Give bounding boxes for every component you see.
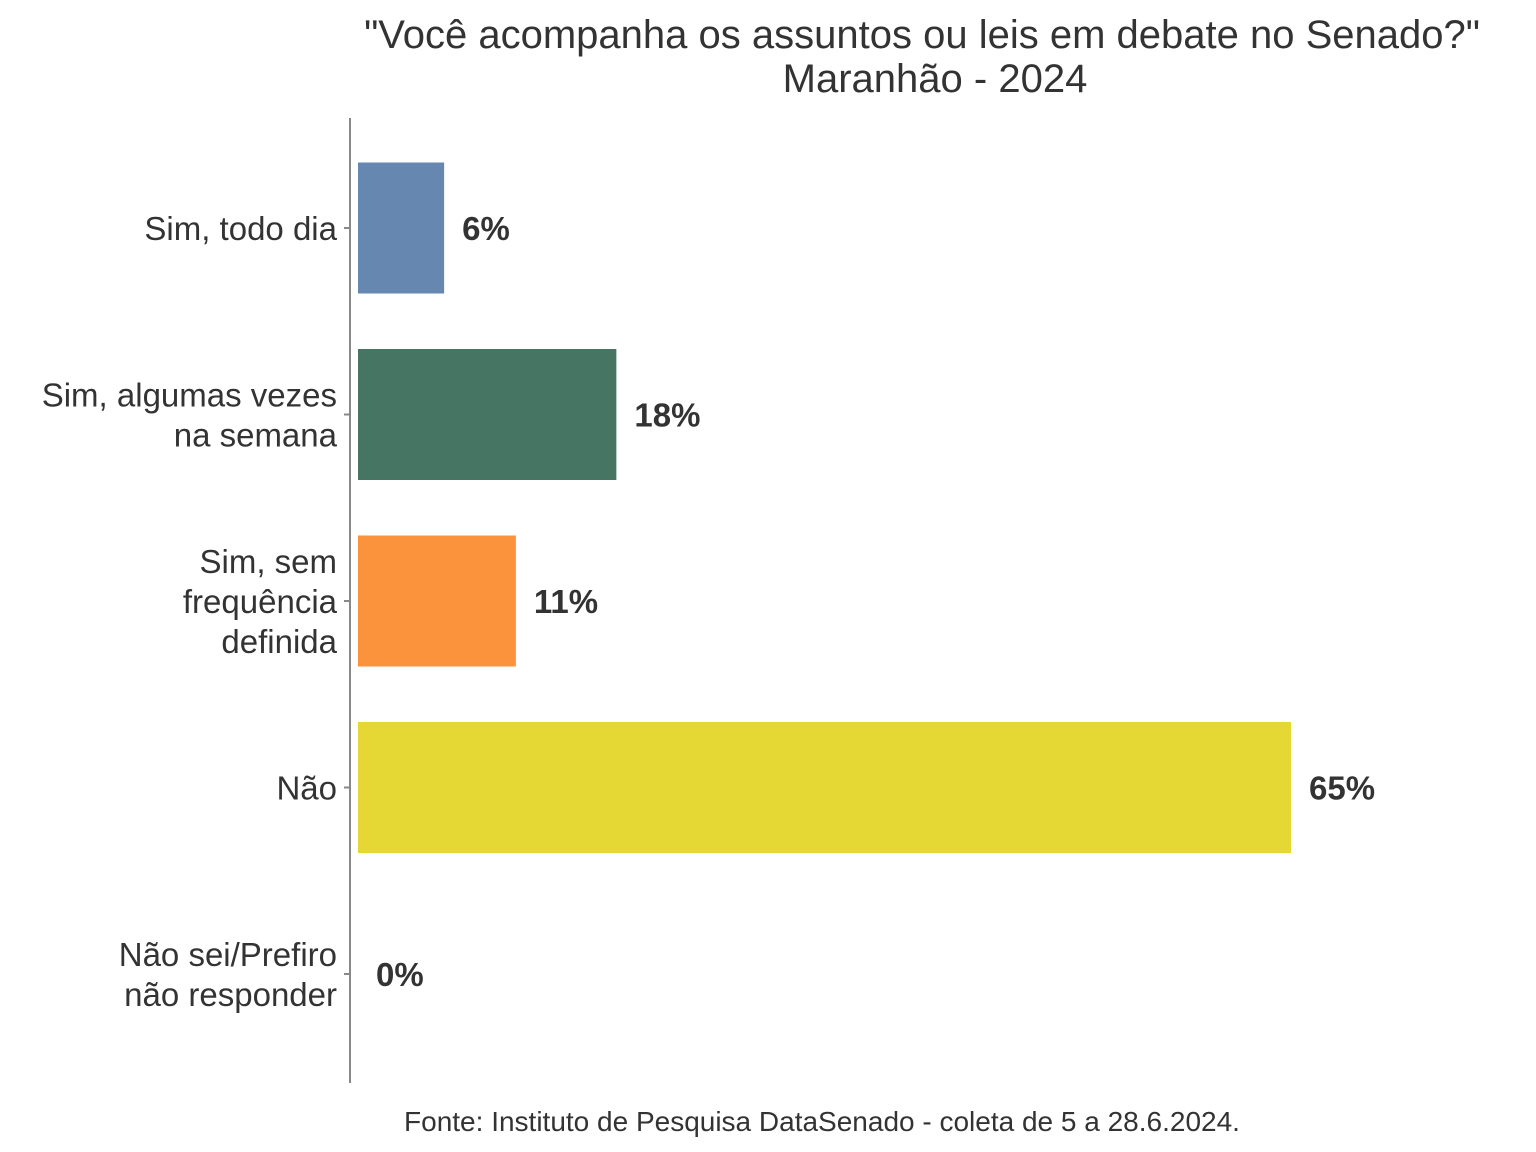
- bar: [358, 162, 445, 294]
- bars: [358, 162, 1291, 853]
- category-label: Não sei/Prefiro não responder: [119, 936, 337, 1013]
- value-label: 6%: [462, 210, 510, 247]
- category-label: Sim, algumas vezes na semana: [42, 377, 338, 454]
- value-label: 0%: [376, 956, 424, 993]
- bar: [358, 349, 617, 480]
- value-labels: 6% 18% 11% 65% 0%: [376, 210, 1375, 993]
- category-label: Sim, sem frequência definida: [183, 543, 338, 660]
- category-labels: Sim, todo dia Sim, algumas vezes na semana…: [42, 210, 338, 1013]
- category-label: Sim, todo dia: [144, 210, 337, 247]
- bar: [358, 535, 516, 667]
- value-label: 18%: [634, 397, 700, 434]
- category-label: Não: [276, 770, 337, 807]
- value-label: 11%: [534, 583, 598, 620]
- bar: [358, 722, 1291, 853]
- chart-subtitle: Maranhão - 2024: [783, 57, 1088, 101]
- chart-caption: Fonte: Instituto de Pesquisa DataSenado …: [404, 1106, 1240, 1137]
- value-label: 65%: [1309, 770, 1375, 807]
- y-axis-ticks: [344, 227, 350, 975]
- chart-title: "Você acompanha os assuntos ou leis em d…: [364, 13, 1480, 57]
